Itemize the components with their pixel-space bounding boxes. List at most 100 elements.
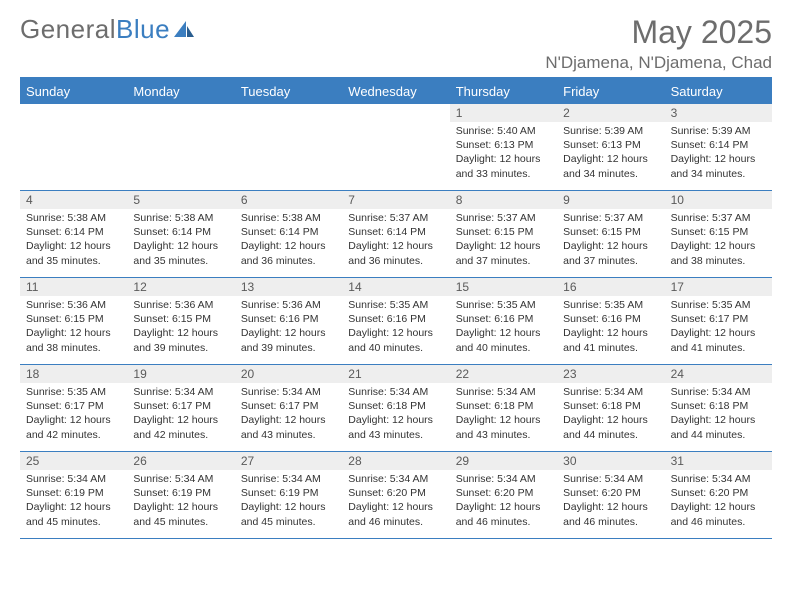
date-number: 1 <box>450 104 557 122</box>
day-cell: 4Sunrise: 5:38 AMSunset: 6:14 PMDaylight… <box>20 191 127 277</box>
sunrise-text: Sunrise: 5:37 AM <box>348 211 443 225</box>
sunrise-text: Sunrise: 5:34 AM <box>241 472 336 486</box>
date-number: 15 <box>450 278 557 296</box>
date-number: 25 <box>20 452 127 470</box>
week-row: 4Sunrise: 5:38 AMSunset: 6:14 PMDaylight… <box>20 191 772 278</box>
day-cell: 11Sunrise: 5:36 AMSunset: 6:15 PMDayligh… <box>20 278 127 364</box>
sunset-text: Sunset: 6:20 PM <box>456 486 551 500</box>
day-cell <box>20 104 127 190</box>
sunset-text: Sunset: 6:18 PM <box>563 399 658 413</box>
sunrise-text: Sunrise: 5:34 AM <box>563 385 658 399</box>
day-cell: 20Sunrise: 5:34 AMSunset: 6:17 PMDayligh… <box>235 365 342 451</box>
day-details: Sunrise: 5:37 AMSunset: 6:14 PMDaylight:… <box>342 209 449 272</box>
day-cell: 26Sunrise: 5:34 AMSunset: 6:19 PMDayligh… <box>127 452 234 538</box>
title-block: May 2025 N'Djamena, N'Djamena, Chad <box>545 14 772 73</box>
sunset-text: Sunset: 6:19 PM <box>26 486 121 500</box>
sunset-text: Sunset: 6:20 PM <box>563 486 658 500</box>
date-number: 14 <box>342 278 449 296</box>
day-details: Sunrise: 5:36 AMSunset: 6:15 PMDaylight:… <box>127 296 234 359</box>
date-number: 6 <box>235 191 342 209</box>
date-number: 5 <box>127 191 234 209</box>
daylight-text: Daylight: 12 hours and 37 minutes. <box>563 239 658 267</box>
sunset-text: Sunset: 6:20 PM <box>348 486 443 500</box>
day-cell: 10Sunrise: 5:37 AMSunset: 6:15 PMDayligh… <box>665 191 772 277</box>
daylight-text: Daylight: 12 hours and 35 minutes. <box>26 239 121 267</box>
sunrise-text: Sunrise: 5:35 AM <box>348 298 443 312</box>
day-details: Sunrise: 5:36 AMSunset: 6:15 PMDaylight:… <box>20 296 127 359</box>
day-details: Sunrise: 5:38 AMSunset: 6:14 PMDaylight:… <box>20 209 127 272</box>
daylight-text: Daylight: 12 hours and 43 minutes. <box>241 413 336 441</box>
date-number: 9 <box>557 191 664 209</box>
day-cell: 15Sunrise: 5:35 AMSunset: 6:16 PMDayligh… <box>450 278 557 364</box>
daylight-text: Daylight: 12 hours and 37 minutes. <box>456 239 551 267</box>
sunrise-text: Sunrise: 5:34 AM <box>133 385 228 399</box>
date-number: 23 <box>557 365 664 383</box>
date-number: 7 <box>342 191 449 209</box>
week-row: 11Sunrise: 5:36 AMSunset: 6:15 PMDayligh… <box>20 278 772 365</box>
day-details: Sunrise: 5:34 AMSunset: 6:18 PMDaylight:… <box>665 383 772 446</box>
day-cell: 14 Sunrise: 5:35 AMSunset: 6:16 PMDayligh… <box>342 278 449 364</box>
day-cell: 1Sunrise: 5:40 AMSunset: 6:13 PMDaylight… <box>450 104 557 190</box>
day-details: Sunrise: 5:38 AMSunset: 6:14 PMDaylight:… <box>235 209 342 272</box>
day-cell: 24Sunrise: 5:34 AMSunset: 6:18 PMDayligh… <box>665 365 772 451</box>
date-number: 2 <box>557 104 664 122</box>
sunrise-text: Sunrise: 5:34 AM <box>348 385 443 399</box>
date-number: 19 <box>127 365 234 383</box>
sunset-text: Sunset: 6:13 PM <box>456 138 551 152</box>
day-cell: 22Sunrise: 5:34 AMSunset: 6:18 PMDayligh… <box>450 365 557 451</box>
daylight-text: Daylight: 12 hours and 36 minutes. <box>241 239 336 267</box>
date-number: 10 <box>665 191 772 209</box>
day-cell: 28Sunrise: 5:34 AMSunset: 6:20 PMDayligh… <box>342 452 449 538</box>
sunrise-text: Sunrise: 5:35 AM <box>671 298 766 312</box>
sunset-text: Sunset: 6:16 PM <box>348 312 443 326</box>
sunset-text: Sunset: 6:13 PM <box>563 138 658 152</box>
day-cell: 9Sunrise: 5:37 AMSunset: 6:15 PMDaylight… <box>557 191 664 277</box>
daylight-text: Daylight: 12 hours and 36 minutes. <box>348 239 443 267</box>
day-cell: 21Sunrise: 5:34 AMSunset: 6:18 PMDayligh… <box>342 365 449 451</box>
sunrise-text: Sunrise: 5:37 AM <box>563 211 658 225</box>
sunrise-text: Sunrise: 5:34 AM <box>456 472 551 486</box>
day-header: Friday <box>557 79 664 104</box>
day-header: Tuesday <box>235 79 342 104</box>
day-header: Saturday <box>665 79 772 104</box>
day-cell: 30Sunrise: 5:34 AMSunset: 6:20 PMDayligh… <box>557 452 664 538</box>
daylight-text: Daylight: 12 hours and 35 minutes. <box>133 239 228 267</box>
date-number: 31 <box>665 452 772 470</box>
sunset-text: Sunset: 6:18 PM <box>456 399 551 413</box>
sunrise-text: Sunrise: 5:34 AM <box>671 385 766 399</box>
day-details: Sunrise: 5:34 AMSunset: 6:20 PMDaylight:… <box>342 470 449 533</box>
date-number: 4 <box>20 191 127 209</box>
daylight-text: Daylight: 12 hours and 46 minutes. <box>671 500 766 528</box>
sunrise-text: Sunrise: 5:36 AM <box>241 298 336 312</box>
day-cell <box>342 104 449 190</box>
sunset-text: Sunset: 6:14 PM <box>241 225 336 239</box>
sunrise-text: Sunrise: 5:35 AM <box>563 298 658 312</box>
sunrise-text: Sunrise: 5:37 AM <box>671 211 766 225</box>
daylight-text: Daylight: 12 hours and 43 minutes. <box>456 413 551 441</box>
sunrise-text: Sunrise: 5:34 AM <box>133 472 228 486</box>
location-text: N'Djamena, N'Djamena, Chad <box>545 53 772 73</box>
week-row: 25 Sunrise: 5:34 AM Sunset: 6:19 PM Dayligh… <box>20 452 772 539</box>
sunrise-text: Sunrise: 5:34 AM <box>348 472 443 486</box>
day-cell: 18Sunrise: 5:35 AMSunset: 6:17 PMDayligh… <box>20 365 127 451</box>
sunrise-text: Sunrise: 5:38 AM <box>241 211 336 225</box>
day-header: Monday <box>127 79 234 104</box>
sunset-text: Sunset: 6:17 PM <box>241 399 336 413</box>
day-cell: 8Sunrise: 5:37 AMSunset: 6:15 PMDaylight… <box>450 191 557 277</box>
weeks-container: 1Sunrise: 5:40 AMSunset: 6:13 PMDaylight… <box>20 104 772 539</box>
sunset-text: Sunset: 6:16 PM <box>456 312 551 326</box>
month-title: May 2025 <box>545 14 772 51</box>
sunset-text: Sunset: 6:17 PM <box>671 312 766 326</box>
day-cell: 19Sunrise: 5:34 AMSunset: 6:17 PMDayligh… <box>127 365 234 451</box>
day-details: Sunrise: 5:34 AMSunset: 6:17 PMDaylight:… <box>235 383 342 446</box>
day-headers-row: SundayMondayTuesdayWednesdayThursdayFrid… <box>20 79 772 104</box>
sunset-text: Sunset: 6:17 PM <box>26 399 121 413</box>
date-number: 8 <box>450 191 557 209</box>
daylight-text: Daylight: 12 hours and 39 minutes. <box>241 326 336 354</box>
day-details: Sunrise: 5:40 AMSunset: 6:13 PMDaylight:… <box>450 122 557 185</box>
daylight-text: Daylight: 12 hours and 40 minutes. <box>348 326 443 354</box>
day-details: Sunrise: 5:35 AMSunset: 6:16 PMDaylight:… <box>450 296 557 359</box>
date-number: 21 <box>342 365 449 383</box>
sunset-text: Sunset: 6:14 PM <box>348 225 443 239</box>
sunrise-text: Sunrise: 5:39 AM <box>671 124 766 138</box>
